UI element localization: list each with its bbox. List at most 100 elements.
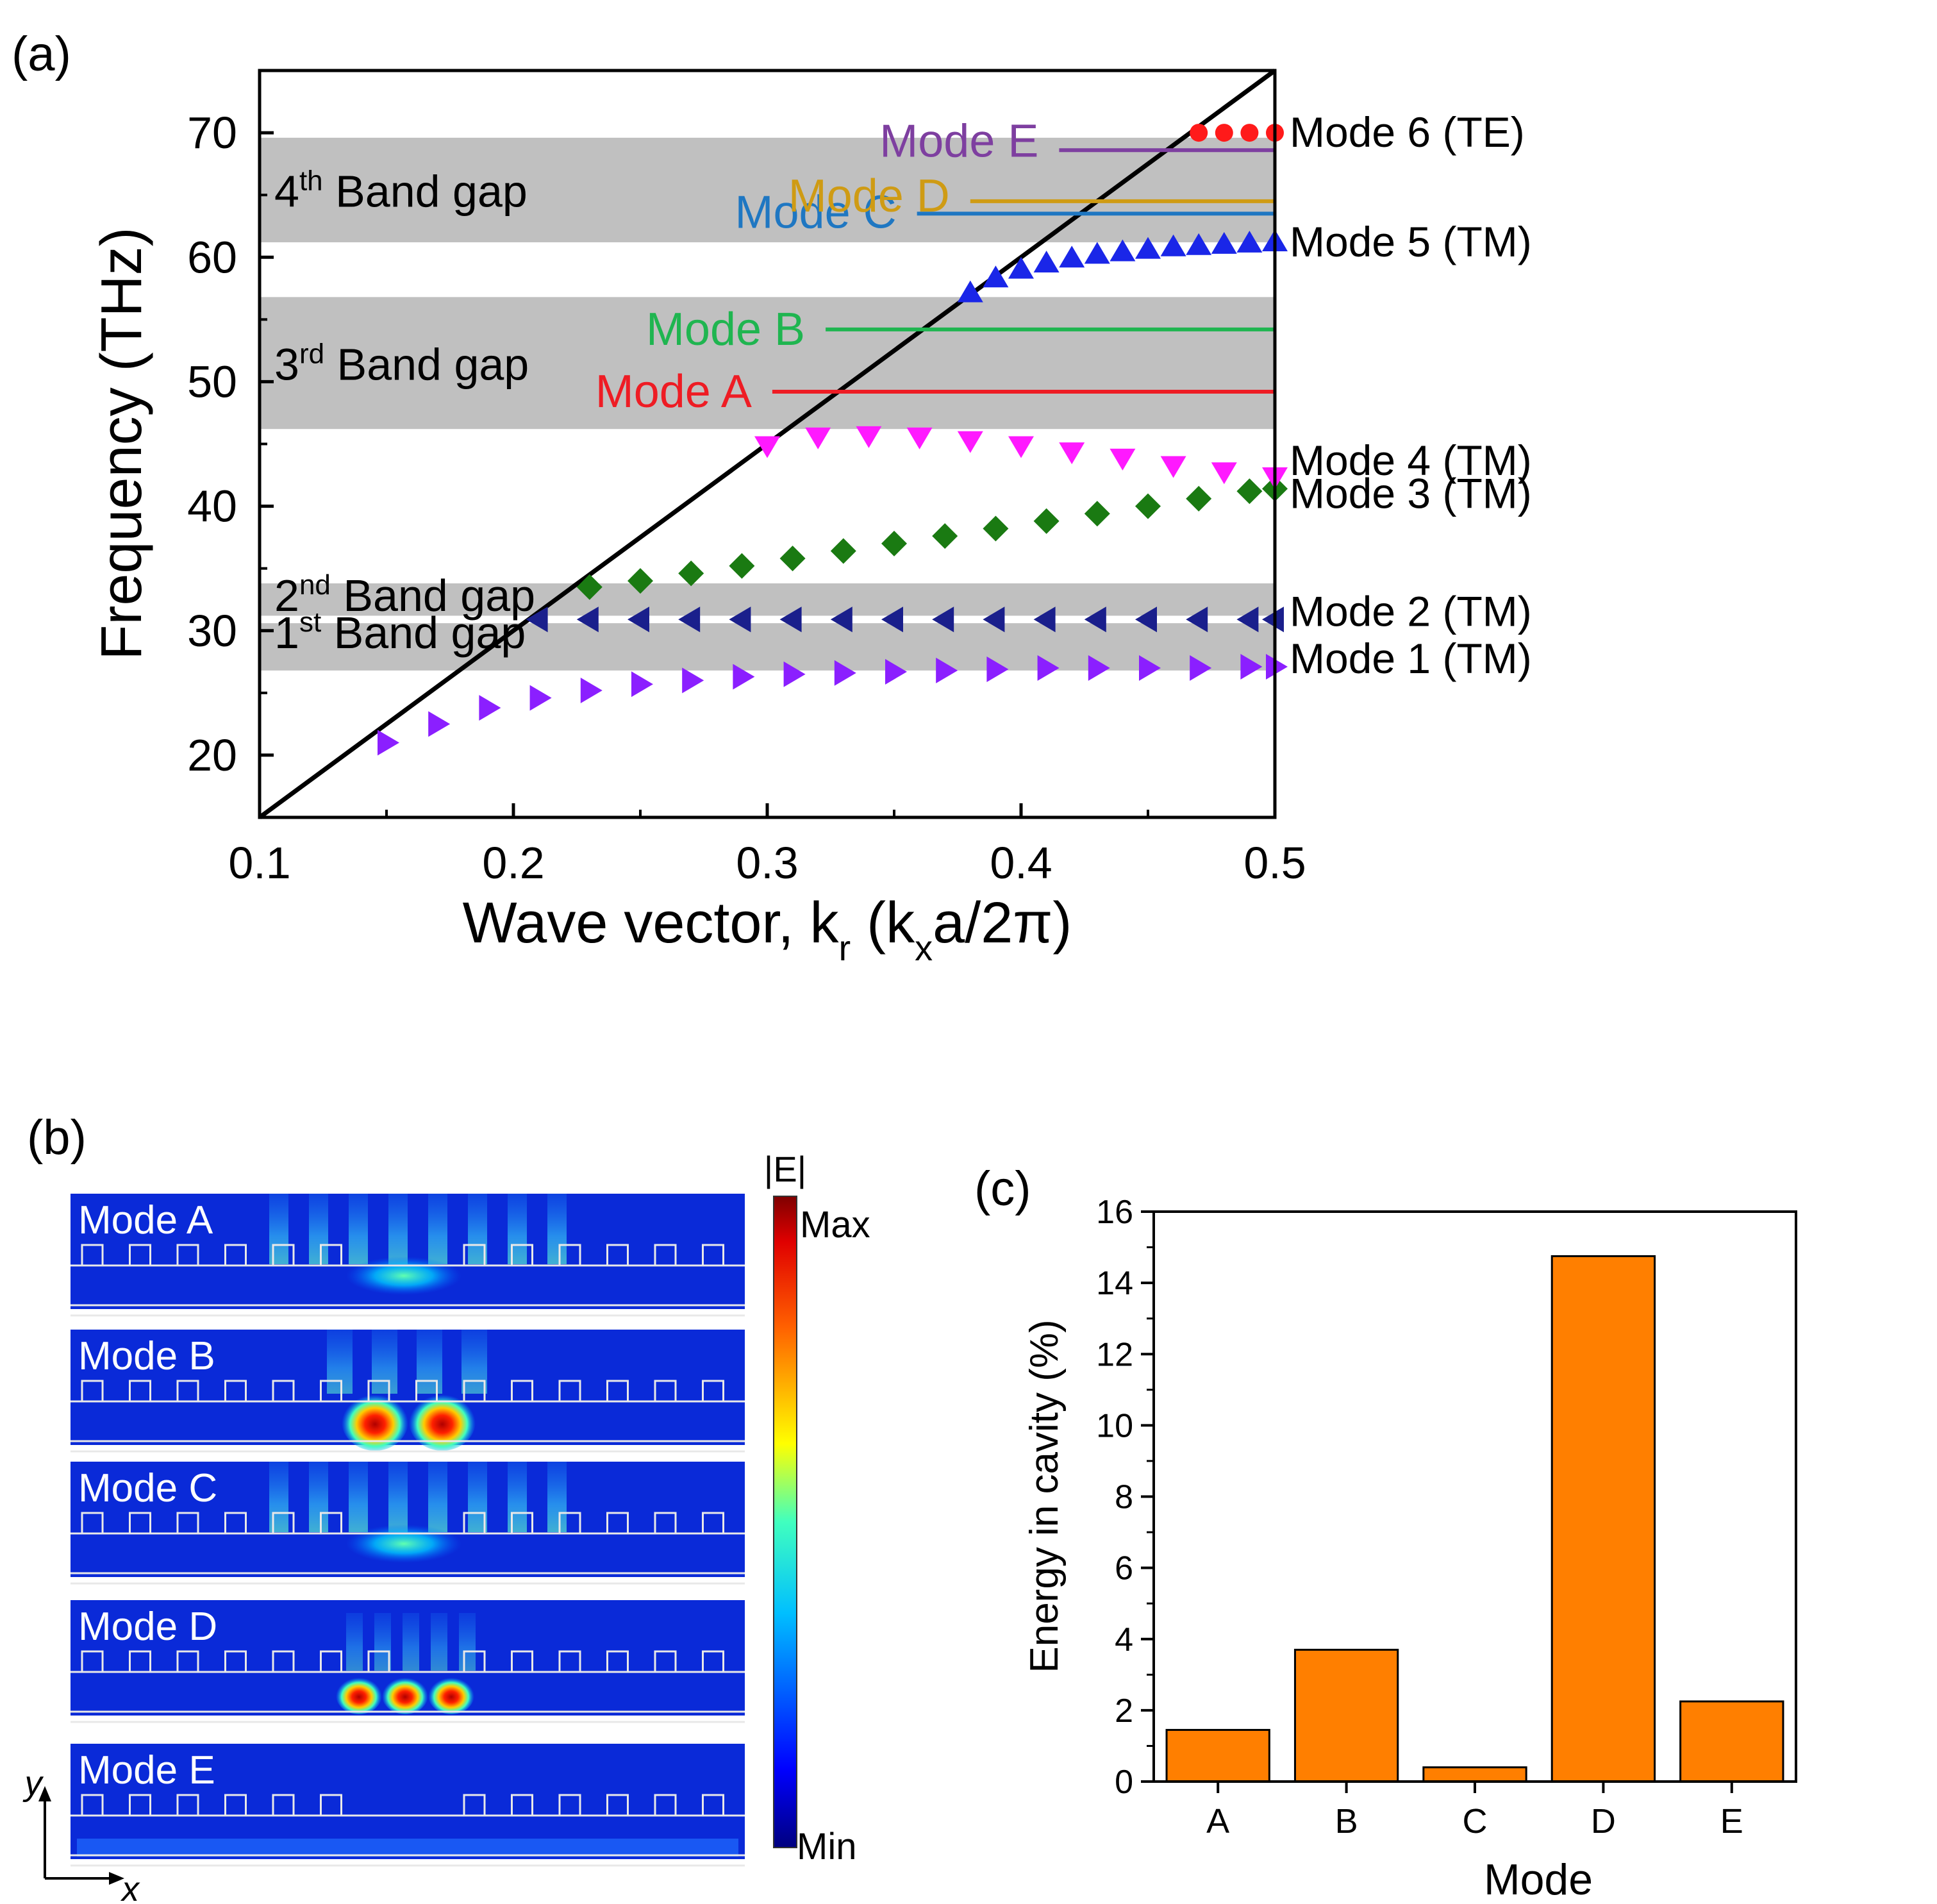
x-tick-label-c: E bbox=[1720, 1802, 1743, 1841]
point bbox=[885, 658, 907, 685]
point bbox=[957, 431, 983, 453]
field-beam bbox=[459, 1613, 476, 1671]
field-beam bbox=[349, 1462, 368, 1532]
x-tick-label-c: A bbox=[1206, 1802, 1229, 1841]
series-label-mode-2: Mode 2 (TM) bbox=[1290, 587, 1532, 635]
point bbox=[1186, 233, 1212, 255]
point bbox=[1008, 256, 1034, 279]
y-tick-label-a: 40 bbox=[187, 481, 237, 531]
point bbox=[1037, 655, 1060, 681]
band-gap-label-3: 3rd Band gap bbox=[274, 338, 529, 389]
series-label-mode-3: Mode 3 (TM) bbox=[1290, 469, 1532, 517]
point bbox=[526, 606, 548, 633]
field-beam bbox=[428, 1462, 447, 1532]
point bbox=[682, 667, 704, 694]
point bbox=[1033, 606, 1056, 633]
point bbox=[1236, 230, 1263, 253]
field-beam bbox=[403, 1613, 419, 1671]
cavity-label-mode-b: Mode B bbox=[646, 304, 805, 355]
band-gap-label-1: 1st Band gap bbox=[274, 606, 526, 658]
field-beam bbox=[431, 1613, 447, 1671]
point bbox=[378, 730, 399, 756]
point bbox=[1135, 237, 1161, 259]
band-gap-layer bbox=[260, 137, 1275, 671]
field-hotspot bbox=[342, 1392, 408, 1451]
x-tick-label-a: 0.5 bbox=[1243, 838, 1306, 888]
point bbox=[628, 606, 649, 633]
point bbox=[1190, 124, 1208, 142]
point bbox=[957, 280, 983, 303]
colorbar-max-label: Max bbox=[800, 1204, 870, 1246]
point bbox=[1084, 242, 1110, 264]
point bbox=[783, 661, 806, 687]
point bbox=[729, 606, 751, 633]
field-beam bbox=[388, 1194, 408, 1264]
bar-e bbox=[1679, 1700, 1784, 1783]
field-map-mode-d: Mode D bbox=[71, 1600, 745, 1723]
x-tick-label-a: 0.4 bbox=[990, 838, 1052, 888]
panel-label-a: (a) bbox=[12, 27, 71, 81]
point bbox=[576, 574, 603, 600]
point bbox=[986, 656, 1009, 682]
point bbox=[1008, 436, 1034, 458]
point bbox=[428, 711, 451, 737]
series-label-mode-6: Mode 6 (TE) bbox=[1290, 108, 1525, 156]
y-tick-label-c: 16 bbox=[1096, 1194, 1133, 1231]
point bbox=[678, 606, 701, 633]
field-map-mode-c: Mode C bbox=[71, 1462, 745, 1585]
x-tick-label-a: 0.2 bbox=[482, 838, 544, 888]
point bbox=[1059, 246, 1085, 268]
x-tick-label-a: 0.3 bbox=[736, 838, 798, 888]
y-tick-label-c: 8 bbox=[1115, 1479, 1133, 1516]
field-beam bbox=[327, 1330, 353, 1394]
field-hotspot bbox=[336, 1676, 382, 1714]
field-map-mode-e: Mode E bbox=[71, 1744, 745, 1867]
field-beam bbox=[349, 1194, 368, 1264]
x-axis-label-a: Wave vector, kr (kxa/2π) bbox=[463, 891, 1072, 968]
field-hotspot bbox=[409, 1392, 476, 1451]
point bbox=[1266, 654, 1288, 680]
point bbox=[834, 660, 856, 686]
point bbox=[1186, 485, 1212, 512]
band-series: Mode 1 (TM)Mode 2 (TM) Mode 3 (TM)Mode 4 … bbox=[378, 108, 1532, 756]
x-tick-label-c: C bbox=[1463, 1802, 1488, 1841]
point bbox=[1186, 606, 1208, 633]
point bbox=[1110, 239, 1136, 262]
y-tick-label-a: 30 bbox=[187, 606, 237, 656]
point bbox=[830, 606, 852, 633]
point bbox=[1236, 478, 1263, 505]
series-mode-1: Mode 1 (TM) bbox=[378, 635, 1532, 756]
y-tick-label-c: 6 bbox=[1115, 1550, 1133, 1587]
point bbox=[983, 606, 1005, 633]
point bbox=[936, 657, 958, 683]
bar-d bbox=[1550, 1255, 1656, 1783]
y-tick-label-c: 2 bbox=[1115, 1692, 1133, 1730]
y-tick-label-c: 12 bbox=[1096, 1336, 1133, 1373]
bar-c bbox=[1422, 1766, 1527, 1783]
energy-bar-chart: A B C D E 0 2 4 6 8 10 12 14 16 Mode Energy in cavity… bbox=[1022, 1194, 1797, 1904]
y-tick-label-a: 50 bbox=[187, 356, 237, 406]
field-map-mode-b: Mode B bbox=[71, 1330, 745, 1453]
point bbox=[805, 427, 831, 449]
point bbox=[1059, 442, 1085, 465]
colorbar bbox=[773, 1196, 797, 1848]
field-beam bbox=[547, 1462, 567, 1532]
band-gap-label-2: 2nd Band gap bbox=[274, 569, 535, 621]
point bbox=[1236, 606, 1259, 633]
field-hotspot bbox=[346, 1257, 461, 1295]
field-map-label: Mode D bbox=[78, 1605, 217, 1649]
x-tick-label-c: D bbox=[1591, 1802, 1616, 1841]
point bbox=[1160, 234, 1186, 256]
y-tick-label-c: 0 bbox=[1115, 1764, 1133, 1801]
bar-layer bbox=[1165, 1255, 1784, 1783]
point bbox=[932, 606, 954, 633]
point bbox=[1262, 606, 1284, 633]
field-beam bbox=[461, 1330, 487, 1394]
point bbox=[1215, 124, 1233, 142]
bar-a bbox=[1165, 1728, 1270, 1783]
point bbox=[983, 515, 1009, 542]
band-gap-label-4: 4th Band gap bbox=[274, 165, 528, 216]
field-beam bbox=[309, 1194, 328, 1264]
